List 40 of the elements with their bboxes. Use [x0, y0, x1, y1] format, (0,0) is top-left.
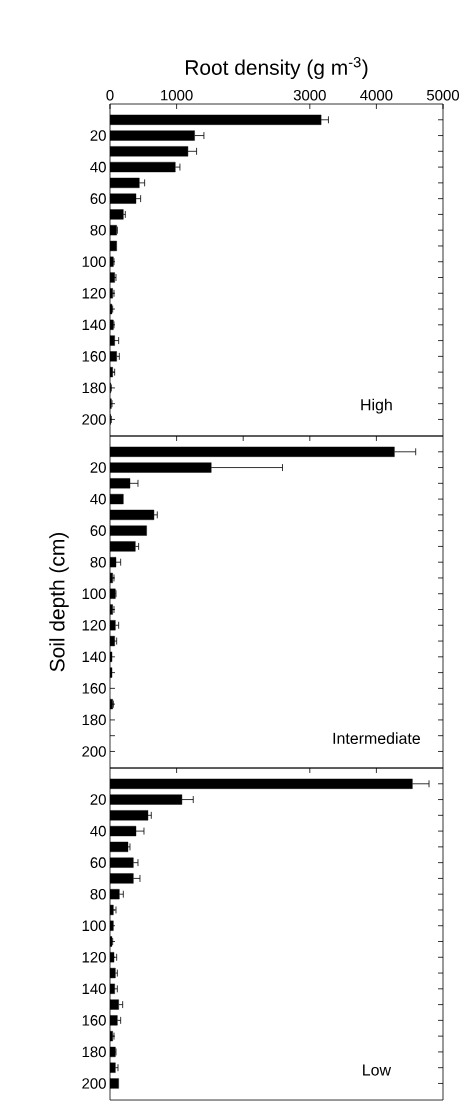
y-tick-label: 60 [90, 525, 106, 536]
x-tick-label: 5000 [426, 89, 460, 101]
x-tick-label: 1000 [161, 89, 193, 101]
y-tick-label: 120 [82, 619, 106, 631]
y-tick-label: 80 [90, 224, 106, 236]
y-tick-label: 200 [82, 414, 106, 425]
y-tick-label: 160 [82, 683, 106, 694]
y-tick-label: 140 [82, 651, 106, 663]
y-tick-label: 100 [82, 920, 106, 932]
y-tick-label: 140 [82, 983, 106, 995]
y-tick-label: 100 [82, 256, 106, 268]
y-tick-label: 180 [82, 382, 106, 394]
y-tick-label: 120 [82, 287, 106, 299]
y-tick-label: 120 [82, 951, 106, 963]
y-tick-label: 20 [90, 130, 106, 141]
y-tick-label: 160 [82, 1015, 106, 1026]
y-tick-label: 180 [82, 1046, 106, 1058]
y-tick-label: 200 [82, 1078, 106, 1089]
x-tick-label: 3000 [293, 89, 326, 101]
y-tick-label: 140 [82, 319, 106, 331]
y-tick-label: 80 [90, 556, 106, 568]
y-axis-title: Soil depth (cm) [49, 533, 69, 672]
y-tick-label: 60 [90, 193, 106, 204]
x-axis-title: Root density (g m$^{-3}$) [186, 57, 368, 80]
y-tick-label: 20 [90, 462, 106, 473]
y-tick-label: 40 [90, 493, 106, 505]
annotation: High [361, 398, 392, 414]
y-tick-label: 60 [90, 857, 106, 868]
y-tick-label: 180 [82, 714, 106, 726]
x-tick-label: 0 [106, 89, 114, 101]
y-tick-label: 100 [82, 588, 106, 600]
y-tick-label: 160 [82, 351, 106, 362]
annotation: Low [363, 1064, 392, 1076]
y-tick-label: 40 [90, 825, 106, 837]
y-tick-label: 80 [90, 888, 106, 900]
y-tick-label: 20 [90, 794, 106, 805]
y-tick-label: 40 [90, 161, 106, 173]
y-tick-label: 200 [82, 746, 106, 757]
annotation: Intermediate [333, 732, 420, 744]
x-tick-label: 4000 [360, 89, 393, 101]
